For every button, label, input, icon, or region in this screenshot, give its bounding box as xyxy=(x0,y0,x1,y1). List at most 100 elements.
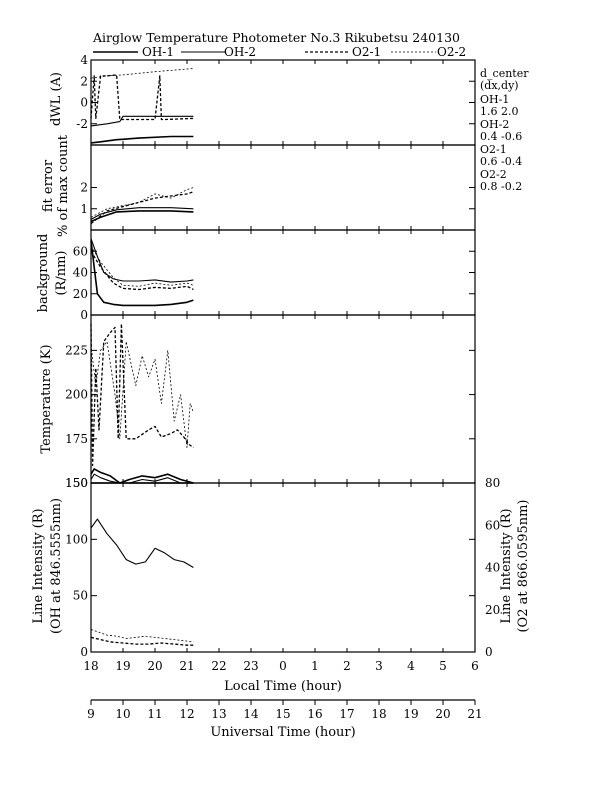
d-center-name-o2-1: O2-1 xyxy=(480,143,507,156)
series-line-intensity-oh-2 xyxy=(90,518,194,568)
universal-time-tick-label: 21 xyxy=(467,707,482,721)
universal-time-tick-label: 9 xyxy=(87,707,95,721)
y-tick-label-temperature: 175 xyxy=(65,432,88,446)
local-time-tick-label: 6 xyxy=(471,659,479,673)
y-tick-label-fit: 2 xyxy=(80,181,88,195)
series-line-fit-oh-1 xyxy=(90,210,194,223)
series-line-temperature-o2-1 xyxy=(90,323,194,466)
panel-temperature: 150 175 200 225 Temperature (K) xyxy=(39,314,476,490)
y-tick-label-temperature: 225 xyxy=(65,343,88,357)
universal-time-tick-label: 14 xyxy=(243,707,259,721)
d-center-subheading: (dx,dy) xyxy=(480,79,519,92)
panel-frame-temperature xyxy=(90,314,476,484)
y-tick-label-dwl: -2 xyxy=(76,117,88,131)
local-time-tick-label: 0 xyxy=(279,659,287,673)
universal-time-tick-label: 19 xyxy=(403,707,418,721)
legend-label-oh-2: OH-2 xyxy=(224,45,256,59)
local-time-tick-label: 4 xyxy=(407,659,415,673)
legend-label-o2-1: O2-1 xyxy=(352,45,381,59)
local-time-tick-label: 21 xyxy=(179,659,194,673)
universal-time-tick-label: 10 xyxy=(115,707,130,721)
d-center-value-oh-2: 0.4 -0.6 xyxy=(480,130,522,143)
series-line-dwl-oh-2 xyxy=(90,115,194,127)
d-center-value-o2-1: 0.6 -0.4 xyxy=(480,155,522,168)
y-axis-label-fit: fit error xyxy=(41,159,56,212)
series-line-fit-oh-2 xyxy=(90,207,194,220)
y-axis-label-background: background xyxy=(36,234,51,313)
series-line-fit-o2-2 xyxy=(90,187,194,218)
d-center-value-oh-1: 1.6 2.0 xyxy=(480,105,518,118)
y-right-axis-label-intensity: Line Intensity (R) xyxy=(499,508,514,623)
panel-frame-background xyxy=(90,229,476,316)
series-line-intensity-o2-1 xyxy=(90,636,194,646)
series-line-dwl-oh-1 xyxy=(90,135,194,144)
d-center-heading: d_center xyxy=(480,67,529,80)
d-center-name-o2-2: O2-2 xyxy=(480,168,507,181)
y-tick-label-intensity: 50 xyxy=(73,589,88,603)
y-axis-label-background: (R/nm) xyxy=(54,250,69,295)
y-tick-label-dwl: 0 xyxy=(80,96,88,110)
y-tick-label-temperature: 150 xyxy=(65,476,88,490)
y-tick-label-dwl: 4 xyxy=(80,53,88,67)
series-line-intensity-o2-2 xyxy=(90,629,194,643)
y-right-tick-label-intensity: 80 xyxy=(485,476,500,490)
y-tick-label-background: 20 xyxy=(73,287,88,301)
panel-frame-intensity xyxy=(90,482,476,653)
universal-time-tick-label: 15 xyxy=(275,707,290,721)
y-tick-label-background: 0 xyxy=(80,308,88,322)
series-line-background-o2-1 xyxy=(90,250,194,291)
y-axis-label-temperature: Temperature (K) xyxy=(39,344,54,453)
legend: OH-1 OH-2 O2-1 O2-2 xyxy=(93,45,466,59)
d-center-name-oh-2: OH-2 xyxy=(480,118,509,131)
series-line-dwl-o2-1 xyxy=(90,74,194,121)
local-time-tick-label: 3 xyxy=(375,659,383,673)
local-time-tick-label: 18 xyxy=(83,659,98,673)
legend-label-o2-2: O2-2 xyxy=(437,45,466,59)
y-right-tick-label-intensity: 0 xyxy=(485,645,493,659)
y-tick-label-temperature: 200 xyxy=(65,388,88,402)
series-line-dwl-o2-2 xyxy=(90,68,194,79)
panel-frame-fit xyxy=(90,144,476,231)
y-tick-label-background: 60 xyxy=(73,244,88,258)
series-line-background-oh-2 xyxy=(90,238,194,283)
series-line-fit-o2-1 xyxy=(90,191,194,225)
panel-background: 0 20 40 60 background (R/nm) xyxy=(36,229,476,322)
universal-time-axis-label: Universal Time (hour) xyxy=(210,725,355,740)
local-time-tick-label: 19 xyxy=(115,659,130,673)
y-right-axis-label-intensity: (O2 at 866.0595nm) xyxy=(516,499,531,632)
local-time-tick-label: 20 xyxy=(147,659,162,673)
y-tick-label-background: 40 xyxy=(73,266,88,280)
series-line-temperature-oh-1 xyxy=(90,468,194,484)
universal-time-tick-label: 11 xyxy=(147,707,162,721)
y-axis-label-dwl: dWL (A) xyxy=(49,72,64,126)
universal-time-tick-label: 16 xyxy=(307,707,322,721)
d-center-name-oh-1: OH-1 xyxy=(480,93,509,106)
y-right-tick-label-intensity: 20 xyxy=(485,603,500,617)
series-line-background-oh-1 xyxy=(90,240,194,307)
local-time-axis-label: Local Time (hour) xyxy=(224,679,342,694)
series-line-temperature-o2-2 xyxy=(90,341,194,449)
chart-title: Airglow Temperature Photometer No.3 Riku… xyxy=(92,30,460,45)
d-center-box: d_center(dx,dy)OH-11.6 2.0OH-20.4 -0.6O2… xyxy=(480,67,529,193)
y-tick-label-fit: 1 xyxy=(80,202,88,216)
y-tick-label-dwl: 2 xyxy=(80,74,88,88)
y-right-tick-label-intensity: 40 xyxy=(485,561,500,575)
panel-fit: 1 2 fit error% of max count xyxy=(41,134,476,237)
universal-time-tick-label: 18 xyxy=(371,707,386,721)
y-tick-label-intensity: 0 xyxy=(80,645,88,659)
local-time-tick-label: 5 xyxy=(439,659,447,673)
y-tick-label-intensity: 100 xyxy=(65,532,88,546)
d-center-value-o2-2: 0.8 -0.2 xyxy=(480,180,522,193)
y-right-tick-label-intensity: 60 xyxy=(485,518,500,532)
local-time-tick-label: 2 xyxy=(343,659,351,673)
chart-panels: -2 0 2 4 dWL (A) 1 2 fit error% of max count 0 20… xyxy=(31,53,531,659)
universal-time-tick-label: 17 xyxy=(339,707,354,721)
y-tick-label-intensity: 150 xyxy=(65,476,88,490)
y-axis-label-intensity: Line Intensity (R) xyxy=(31,508,46,623)
legend-label-oh-1: OH-1 xyxy=(142,45,174,59)
y-axis-label-fit: % of max count xyxy=(56,134,71,237)
